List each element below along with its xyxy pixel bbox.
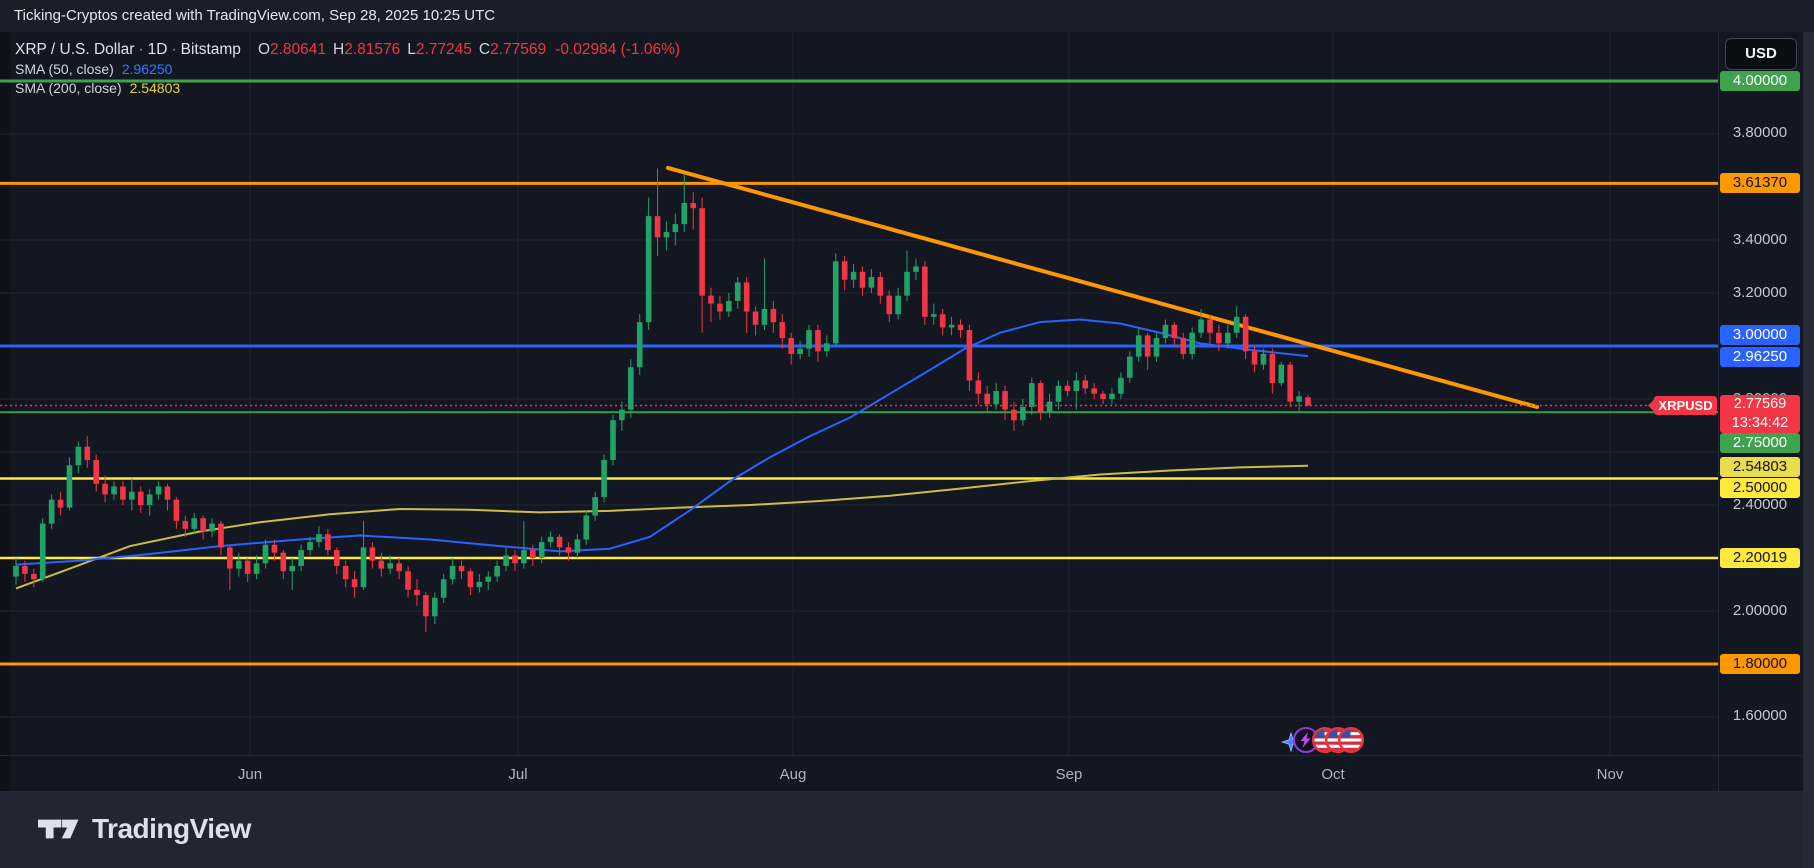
sma200-legend-row[interactable]: SMA (200, close) 2.54803 <box>15 79 680 98</box>
price-tick-label: 3.40000 <box>1732 231 1788 248</box>
economic-event-icons[interactable] <box>1280 726 1365 754</box>
price-level-badge: 2.20019 <box>1720 548 1800 568</box>
legend: XRP / U.S. Dollar · 1D · Bitstamp O2.80641 H2.… <box>15 40 680 98</box>
sma200-label: SMA (200, close) <box>15 80 122 96</box>
separator: · <box>138 41 144 58</box>
price-level-badge: 3.61370 <box>1720 173 1800 193</box>
ohlc-values: O2.80641 H2.81576 L2.77245 C2.77569 <box>251 41 546 58</box>
countdown-timer: 13:34:42 <box>1731 415 1789 431</box>
open-key: O <box>257 41 270 58</box>
gridlines <box>0 32 1718 755</box>
price-level-badge: 2.50000 <box>1720 478 1800 498</box>
horizontal-price-lines <box>0 79 1718 666</box>
currency-toggle-button[interactable]: USD <box>1725 38 1797 70</box>
candles <box>13 168 1311 633</box>
tradingview-wordmark: TradingView <box>92 813 251 844</box>
sma200-value: 2.54803 <box>129 80 181 96</box>
us-flag-event-icon[interactable] <box>1337 726 1365 754</box>
price-axis[interactable]: 4.00000 3.80000 3.61370 3.40000 3.20000 3.000… <box>1718 32 1803 755</box>
price-level-badge: 2.54803 <box>1720 457 1800 477</box>
price-tick-label: 2.00000 <box>1732 602 1788 619</box>
symbol-exchange: Bitstamp <box>180 41 241 58</box>
price-level-badge: 3.00000 <box>1720 325 1800 345</box>
month-label: Jul <box>508 766 527 783</box>
close-key: C <box>478 41 491 58</box>
price-level-badge: 2.96250 <box>1720 347 1800 367</box>
high-key: H <box>333 41 345 58</box>
price-level-badge: 1.80000 <box>1720 654 1800 674</box>
tradingview-logo-icon <box>38 819 79 839</box>
title-bar: Ticking-Cryptos created with TradingView… <box>0 0 1814 33</box>
symbol-interval: 1D <box>147 41 168 58</box>
price-level-badge: 4.00000 <box>1720 71 1800 91</box>
open-value: 2.80641 <box>270 41 327 58</box>
change-value: -0.02984 (-1.06%) <box>555 41 681 58</box>
month-label: Oct <box>1321 766 1345 783</box>
symbol-legend-row[interactable]: XRP / U.S. Dollar · 1D · Bitstamp O2.80641 H2.… <box>15 40 680 59</box>
sma50-label: SMA (50, close) <box>15 61 114 77</box>
month-label: Sep <box>1056 766 1083 783</box>
month-label: Jun <box>238 766 262 783</box>
high-value: 2.81576 <box>344 41 401 58</box>
sma50-legend-row[interactable]: SMA (50, close) 2.96250 <box>15 60 680 79</box>
symbol-name: XRP / U.S. Dollar <box>15 41 135 58</box>
sma50-value: 2.96250 <box>121 61 173 77</box>
xrpusd-price-flag[interactable]: XRPUSD <box>1648 396 1717 415</box>
time-axis-labels[interactable]: Jun Jul Aug Sep Oct Nov <box>238 766 1624 783</box>
price-chart-canvas[interactable]: Jun Jul Aug Sep Oct Nov XRPUSD <box>0 32 1803 791</box>
month-label: Nov <box>1597 766 1624 783</box>
separator: · <box>171 41 177 58</box>
tradingview-logo[interactable]: TradingView <box>38 811 251 847</box>
title-text: Ticking-Cryptos created with TradingView… <box>14 7 496 24</box>
chart-widget: Jun Jul Aug Sep Oct Nov XRPUSD XRP / U.S. Doll… <box>0 32 1803 791</box>
low-value: 2.77245 <box>415 41 472 58</box>
low-key: L <box>407 41 416 58</box>
xrpusd-flag-label: XRPUSD <box>1658 398 1712 413</box>
us-flag-event-icon[interactable] <box>1311 726 1339 754</box>
descending-trendline[interactable] <box>666 165 1539 409</box>
price-tick-label: 1.60000 <box>1732 707 1788 724</box>
price-level-badge: 2.75000 <box>1720 433 1800 453</box>
last-price-countdown-box: 2.77569 13:34:42 <box>1720 395 1800 433</box>
month-label: Aug <box>780 766 807 783</box>
bottom-bar: TradingView <box>0 791 1803 868</box>
price-tick-label: 3.80000 <box>1732 124 1788 141</box>
page-scroll-gutter <box>1803 32 1814 868</box>
close-value: 2.77569 <box>490 41 547 58</box>
price-tick-label: 2.40000 <box>1732 496 1788 513</box>
price-tick-label: 3.20000 <box>1732 284 1788 301</box>
last-price: 2.77569 <box>1733 396 1787 412</box>
